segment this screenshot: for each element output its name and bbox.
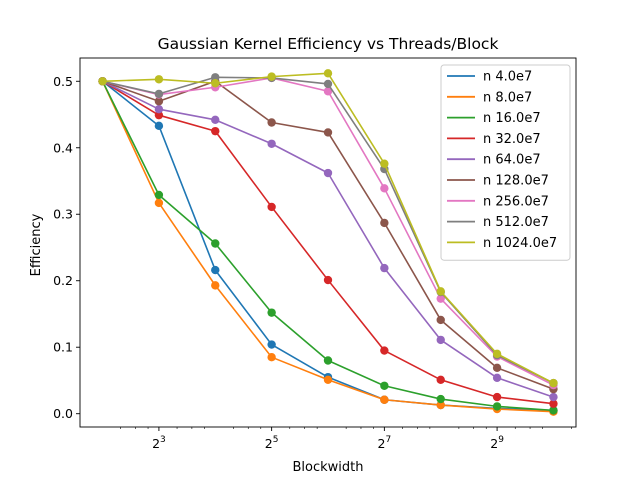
data-point: [492, 392, 502, 402]
legend-entry: n 256.0e7: [447, 194, 549, 209]
data-point: [380, 381, 389, 390]
data-point: [267, 118, 276, 127]
plot-layer: [98, 69, 558, 416]
y-tick-label: 0.4: [53, 140, 73, 155]
data-point: [380, 395, 389, 404]
data-point: [323, 69, 333, 78]
legend-entry: n 512.0e7: [447, 215, 549, 230]
data-point: [154, 110, 164, 120]
y-tick-label: 0.3: [53, 207, 73, 222]
data-point: [154, 104, 164, 114]
chart-title: Gaussian Kernel Efficiency vs Threads/Bl…: [158, 35, 499, 53]
data-point: [154, 97, 164, 106]
legend-label: n 1024.0e7: [483, 236, 557, 251]
data-point: [323, 275, 333, 285]
data-point: [492, 349, 502, 359]
data-point: [211, 115, 220, 125]
data-point: [267, 72, 276, 81]
legend-entry: n 4.0e7: [447, 70, 532, 85]
legend-label: n 128.0e7: [483, 174, 549, 189]
data-point: [267, 340, 276, 349]
x-tick-label: 29: [490, 435, 504, 451]
axes-layer: 0.0 0.1 0.2 0.3 0.4 0.5 23 25 27 29: [53, 57, 577, 451]
series-3: [98, 77, 558, 415]
data-point: [154, 198, 164, 208]
x-tick-label: 23: [152, 435, 166, 451]
legend-label: n 64.0e7: [483, 153, 541, 168]
data-point: [380, 346, 389, 355]
x-tick-label: 27: [378, 435, 392, 451]
data-point: [323, 168, 333, 178]
data-point: [154, 75, 164, 84]
data-point: [323, 87, 333, 96]
legend: n 4.0e7 n 8.0e7 n 16.0e7 n 32.0e7 n 64.0e7 n …: [440, 64, 571, 261]
data-point: [549, 378, 558, 388]
data-point: [267, 139, 276, 148]
legend-entry: n 16.0e7: [447, 111, 541, 126]
y-tick-label: 0.1: [53, 340, 73, 355]
legend-label: n 4.0e7: [483, 70, 532, 85]
data-point: [154, 190, 164, 200]
data-point: [380, 159, 389, 168]
data-point: [380, 218, 389, 228]
y-axis-label: Efficiency: [29, 213, 44, 276]
data-point: [549, 406, 558, 415]
y-tick-label: 0.2: [53, 273, 73, 288]
data-point: [98, 77, 107, 86]
x-tick-label: 25: [265, 435, 279, 451]
data-point: [436, 287, 445, 296]
data-point: [323, 79, 333, 89]
data-point: [211, 265, 220, 275]
legend-entry: n 8.0e7: [447, 90, 532, 105]
series-4: [98, 77, 558, 408]
data-point: [380, 263, 389, 273]
legend-entry: n 64.0e7: [447, 153, 541, 168]
data-point: [211, 79, 220, 88]
data-point: [436, 375, 445, 384]
data-point: [436, 294, 445, 303]
legend-label: n 16.0e7: [483, 111, 541, 126]
data-point: [211, 73, 220, 82]
legend-box: [440, 64, 571, 261]
data-point: [492, 402, 502, 411]
data-point: [267, 308, 276, 317]
data-point: [436, 335, 445, 345]
legend-entry: n 32.0e7: [447, 132, 541, 147]
x-axis-label: Blockwidth: [293, 460, 364, 475]
data-point: [436, 394, 445, 404]
legend-entry: n 1024.0e7: [447, 236, 557, 251]
data-point: [154, 121, 164, 131]
data-point: [492, 363, 502, 373]
y-tick-label: 0.0: [53, 406, 73, 421]
data-point: [436, 315, 445, 325]
data-point: [436, 400, 445, 410]
data-point: [549, 392, 558, 402]
series-9: [98, 69, 558, 388]
data-point: [323, 356, 333, 365]
data-point: [492, 373, 502, 382]
axes-frame: [79, 57, 577, 428]
legend-entry: n 128.0e7: [447, 174, 549, 189]
data-point: [211, 281, 220, 290]
data-point: [211, 239, 220, 248]
data-point: [323, 128, 333, 137]
data-point: [154, 89, 164, 99]
data-point: [267, 352, 276, 362]
y-tick-label: 0.5: [53, 74, 73, 89]
data-point: [380, 184, 389, 193]
data-point: [549, 399, 558, 408]
data-point: [267, 202, 276, 212]
legend-label: n 32.0e7: [483, 132, 541, 147]
legend-label: n 512.0e7: [483, 215, 549, 230]
data-point: [211, 126, 220, 136]
series-2: [98, 77, 558, 416]
legend-label: n 256.0e7: [483, 194, 549, 209]
legend-label: n 8.0e7: [483, 90, 532, 105]
data-point: [323, 375, 333, 384]
